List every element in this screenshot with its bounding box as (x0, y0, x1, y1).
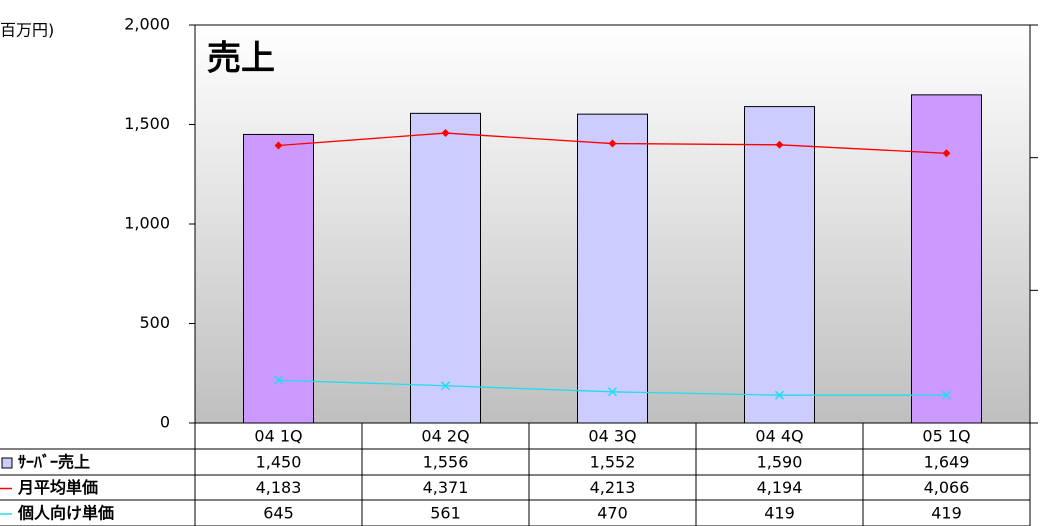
x-tick-label: 04 1Q (254, 427, 302, 446)
x-tick-label: 04 4Q (755, 427, 803, 446)
marker (273, 375, 284, 385)
marker (774, 390, 785, 400)
y-tick-label: 500 (139, 313, 170, 332)
table-cell: 1,552 (590, 453, 636, 472)
table-cell: 1,556 (423, 453, 469, 472)
marker (942, 149, 951, 158)
marker (440, 381, 451, 391)
table-cell: 4,183 (256, 478, 302, 497)
bar (911, 94, 982, 424)
marker (607, 387, 618, 397)
y-tick-label: 2,000 (124, 15, 170, 34)
bar (744, 106, 815, 424)
marker (775, 140, 784, 149)
bar (577, 113, 648, 424)
x-tick-label: 04 3Q (588, 427, 636, 446)
table-cell: 1,590 (757, 453, 803, 472)
legend-label: 月平均単価 (17, 478, 98, 497)
table-cell: 419 (764, 504, 795, 523)
x-tick-label: 04 2Q (421, 427, 469, 446)
y-tick-label: 1,000 (124, 214, 170, 233)
legend-label: ｻｰﾊﾞｰ売上 (18, 453, 90, 472)
table-cell: 561 (430, 504, 461, 523)
table-cell: 4,213 (590, 478, 636, 497)
bar (410, 112, 481, 424)
table-cell: 1,450 (256, 453, 302, 472)
table-cell: 4,066 (924, 478, 970, 497)
y-tick-label: 0 (160, 413, 170, 432)
legend-key (1, 457, 13, 469)
table-cell: 470 (597, 504, 628, 523)
table-cell: 4,194 (757, 478, 803, 497)
table-cell: 645 (263, 504, 294, 523)
marker (441, 129, 450, 138)
table-cell: 1,649 (924, 453, 970, 472)
chart-title: 売上 (207, 39, 275, 79)
legend-label: 個人向け単価 (17, 504, 114, 523)
table-cell: 419 (931, 504, 962, 523)
marker (274, 141, 283, 150)
table-cell: 4,371 (423, 478, 469, 497)
marker (608, 139, 617, 148)
marker (941, 390, 952, 400)
y-tick-label: 1,500 (124, 114, 170, 133)
y-axis-label: 百万円) (0, 21, 54, 40)
x-tick-label: 05 1Q (922, 427, 970, 446)
bar (243, 133, 314, 424)
